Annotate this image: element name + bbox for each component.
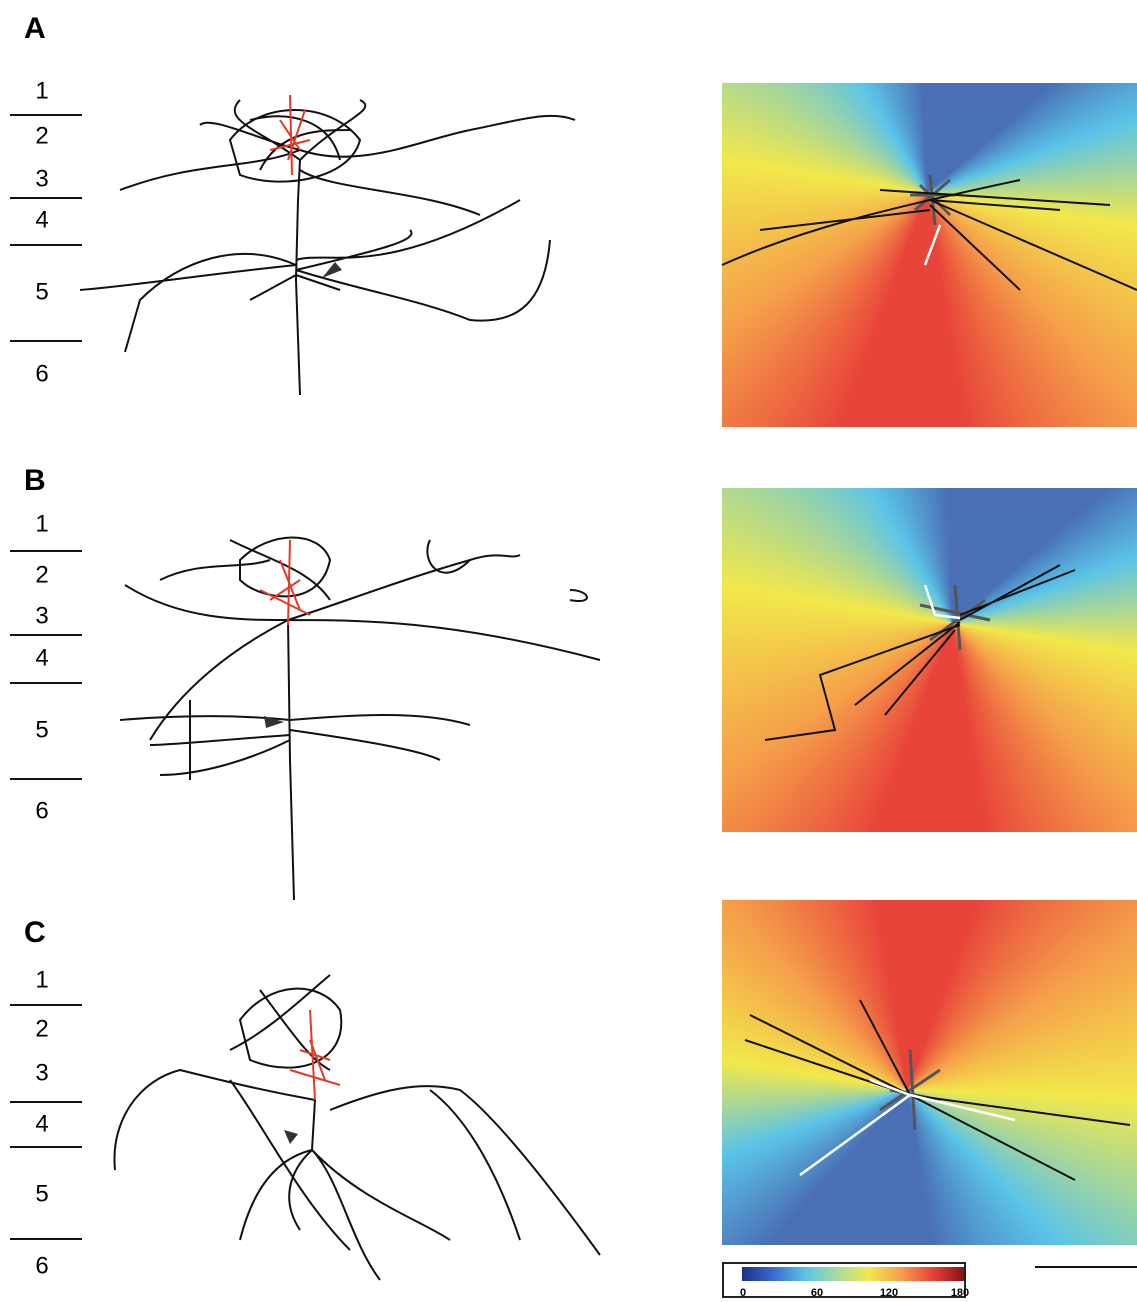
panel-label: A (24, 12, 46, 45)
neuron (80, 95, 575, 395)
layer-label: 1 (35, 966, 48, 993)
layer-label: 1 (35, 77, 48, 104)
layer-label: 4 (35, 206, 48, 233)
colorbar-tick: 120 (880, 1287, 898, 1299)
layer-label: 5 (35, 716, 48, 743)
drawing: A B C 1 2 3 4 5 6 1 2 3 4 5 6 1 2 3 4 5 6 0 60 120 180 (0, 0, 1137, 1302)
neuron (114, 975, 600, 1280)
layer-label: 5 (35, 278, 48, 305)
arrowhead (322, 262, 342, 278)
colorbar-tick: 60 (811, 1287, 823, 1299)
layer-label: 2 (35, 122, 48, 149)
colorbar-tick: 0 (740, 1287, 746, 1299)
layer-label: 6 (35, 1252, 48, 1279)
figure: A B C 1 2 3 4 5 6 1 2 3 4 5 6 1 2 3 4 5 6 0 60 120 180 (0, 0, 1137, 1302)
layer-label: 3 (35, 1059, 48, 1086)
panel-label: B (24, 464, 46, 497)
panel-label: C (24, 916, 46, 949)
colorbar-tick: 180 (951, 1287, 969, 1299)
layer-label: 4 (35, 1110, 48, 1137)
arrowhead (284, 1130, 298, 1144)
layer-label: 6 (35, 797, 48, 824)
map-traces (722, 175, 1137, 1180)
colorbar-ticks: 0 60 120 180 (740, 1287, 969, 1299)
layer-label: 1 (35, 510, 48, 537)
layer-label: 5 (35, 1180, 48, 1207)
layer-label: 3 (35, 165, 48, 192)
layer-scales: 1 2 3 4 5 6 1 2 3 4 5 6 1 2 3 4 5 6 (10, 77, 82, 1279)
layer-label: 4 (35, 644, 48, 671)
layer-label: 3 (35, 602, 48, 629)
layer-label: 2 (35, 1015, 48, 1042)
layer-label: 2 (35, 561, 48, 588)
neuron (120, 538, 600, 901)
layer-label: 6 (35, 360, 48, 387)
